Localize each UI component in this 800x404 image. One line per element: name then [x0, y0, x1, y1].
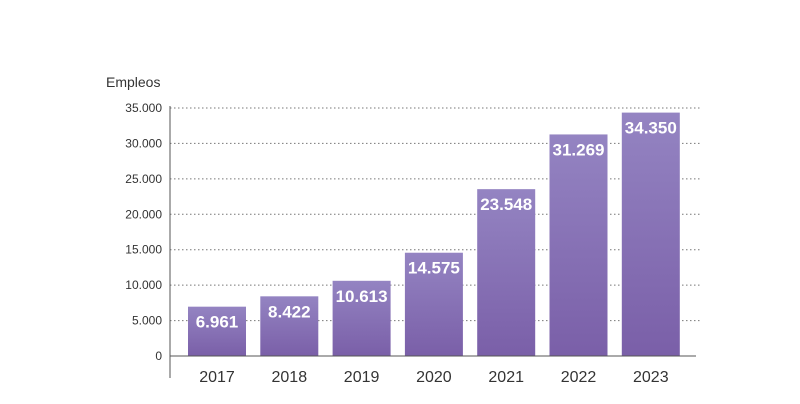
- x-tick-label: 2018: [272, 369, 308, 386]
- data-label: 8.422: [268, 302, 311, 321]
- data-label: 31.269: [553, 140, 605, 159]
- bar: [260, 296, 319, 356]
- x-tick-label: 2020: [416, 369, 452, 386]
- y-tick-label: 35.000: [125, 101, 162, 115]
- y-tick-label: 30.000: [125, 136, 162, 150]
- x-tick-label: 2022: [561, 369, 597, 386]
- data-label: 10.613: [336, 287, 388, 306]
- bars: [188, 112, 680, 356]
- y-tick-label: 10.000: [125, 278, 162, 292]
- y-tick-label: 20.000: [125, 207, 162, 221]
- data-label: 34.350: [625, 119, 677, 138]
- y-axis-ticks: 0 5.000 10.000 15.000 20.000 25.000 30.000 35.0…: [125, 101, 162, 363]
- y-tick-label: 25.000: [125, 172, 162, 186]
- bar: [549, 134, 608, 356]
- data-labels: 6.961 8.422 10.613 14.575 23.548 31.269 34.350: [196, 119, 677, 332]
- x-tick-label: 2019: [344, 369, 380, 386]
- y-tick-label: 0: [155, 349, 162, 363]
- x-tick-label: 2023: [633, 369, 669, 386]
- bar: [621, 112, 680, 356]
- x-tick-label: 2017: [199, 369, 235, 386]
- bar: [332, 280, 391, 356]
- data-label: 14.575: [408, 259, 460, 278]
- data-label: 23.548: [480, 195, 532, 214]
- x-axis-ticks: 2017 2018 2019 2020 2021 2022 2023: [199, 369, 668, 386]
- y-tick-label: 15.000: [125, 243, 162, 257]
- data-label: 6.961: [196, 313, 239, 332]
- y-axis-label: Empleos: [106, 74, 160, 90]
- bar: [188, 306, 246, 356]
- x-tick-label: 2021: [488, 369, 524, 386]
- y-tick-label: 5.000: [132, 314, 162, 328]
- bar: [477, 189, 536, 356]
- bar: [404, 252, 463, 356]
